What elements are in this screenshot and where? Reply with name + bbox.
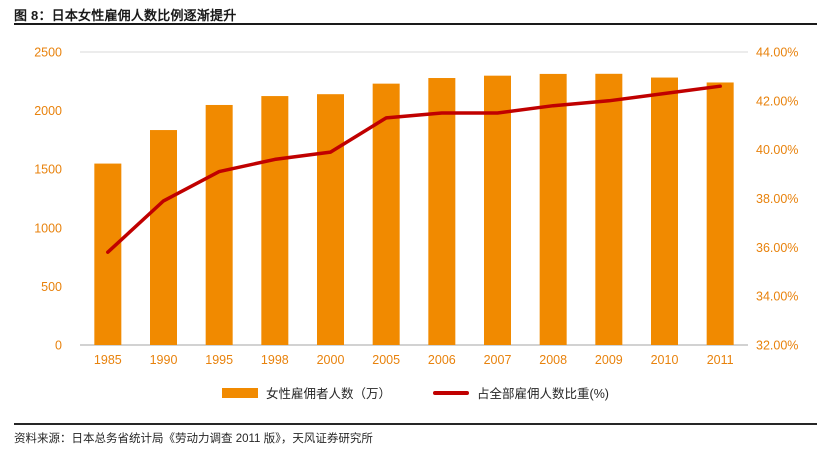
right-axis-tick: 44.00%: [756, 46, 798, 60]
legend-item-line: 占全部雇佣人数比重(%): [433, 383, 609, 402]
right-axis-tick: 36.00%: [756, 241, 798, 255]
ratio-trend-line: [106, 84, 722, 254]
legend-item-bars: 女性雇佣者人数（万）: [222, 383, 391, 402]
legend-label-line: 占全部雇佣人数比重(%): [477, 387, 609, 401]
x-axis-label-1990: 1990: [150, 353, 178, 367]
right-axis-tick: 32.00%: [756, 339, 798, 353]
right-axis-tick: 42.00%: [756, 94, 798, 108]
bar-2006: [428, 78, 456, 345]
line-series-swatch: [433, 390, 470, 395]
chart-area: 0 500 1000 1500 2000 2500 32.00% 34.00% 36.00% 38…: [0, 28, 831, 380]
x-axis-label-1998: 1998: [261, 353, 289, 367]
bar-2000: [317, 94, 344, 345]
x-axis-label-2011: 2011: [707, 353, 734, 367]
left-axis-tick: 1000: [34, 221, 62, 235]
bar-1998: [261, 96, 289, 345]
x-axis-label-2006: 2006: [428, 353, 456, 367]
left-axis-tick: 0: [55, 339, 62, 353]
bar-2010: [651, 77, 678, 346]
x-axis-label-2009: 2009: [595, 353, 623, 367]
title-divider: [14, 23, 817, 25]
bar-2009: [595, 73, 623, 345]
x-axis-label-1995: 1995: [205, 353, 233, 367]
bar-series-swatch: [222, 387, 259, 398]
right-axis-tick: 34.00%: [756, 290, 798, 304]
chart-legend: 女性雇佣者人数（万） 占全部雇佣人数比重(%): [0, 383, 831, 402]
left-axis-tick: 500: [41, 280, 62, 294]
x-axis-label-2010: 2010: [651, 353, 679, 367]
x-axis-label-1985: 1985: [94, 353, 122, 367]
left-axis-tick: 2000: [34, 104, 62, 118]
bar-2008: [539, 73, 567, 346]
legend-label-bars: 女性雇佣者人数（万）: [266, 387, 392, 401]
bar-2007: [484, 75, 511, 345]
left-axis-tick: 2500: [34, 46, 62, 60]
x-axis-label-2008: 2008: [539, 353, 567, 367]
bar-2011: [706, 82, 734, 346]
combo-chart: 0 500 1000 1500 2000 2500 32.00% 34.00% 36.00% 38…: [34, 46, 798, 368]
bar-2005: [372, 83, 400, 346]
right-axis-tick: 38.00%: [756, 192, 798, 206]
footer-divider: [14, 423, 817, 425]
bar-1990: [150, 130, 177, 345]
x-axis-label-2007: 2007: [484, 353, 512, 367]
right-axis-tick: 40.00%: [756, 143, 798, 157]
source-note: 资料来源：日本总务省统计局《劳动力调查 2011 版》，天风证券研究所: [14, 433, 373, 445]
figure-title: 图 8：日本女性雇佣人数比例逐渐提升: [14, 8, 237, 23]
x-axis-label-2000: 2000: [317, 353, 345, 367]
x-axis-label-2005: 2005: [372, 353, 400, 367]
bar-1985: [94, 163, 122, 345]
bar-1995: [205, 104, 233, 346]
left-axis-tick: 1500: [34, 163, 62, 177]
